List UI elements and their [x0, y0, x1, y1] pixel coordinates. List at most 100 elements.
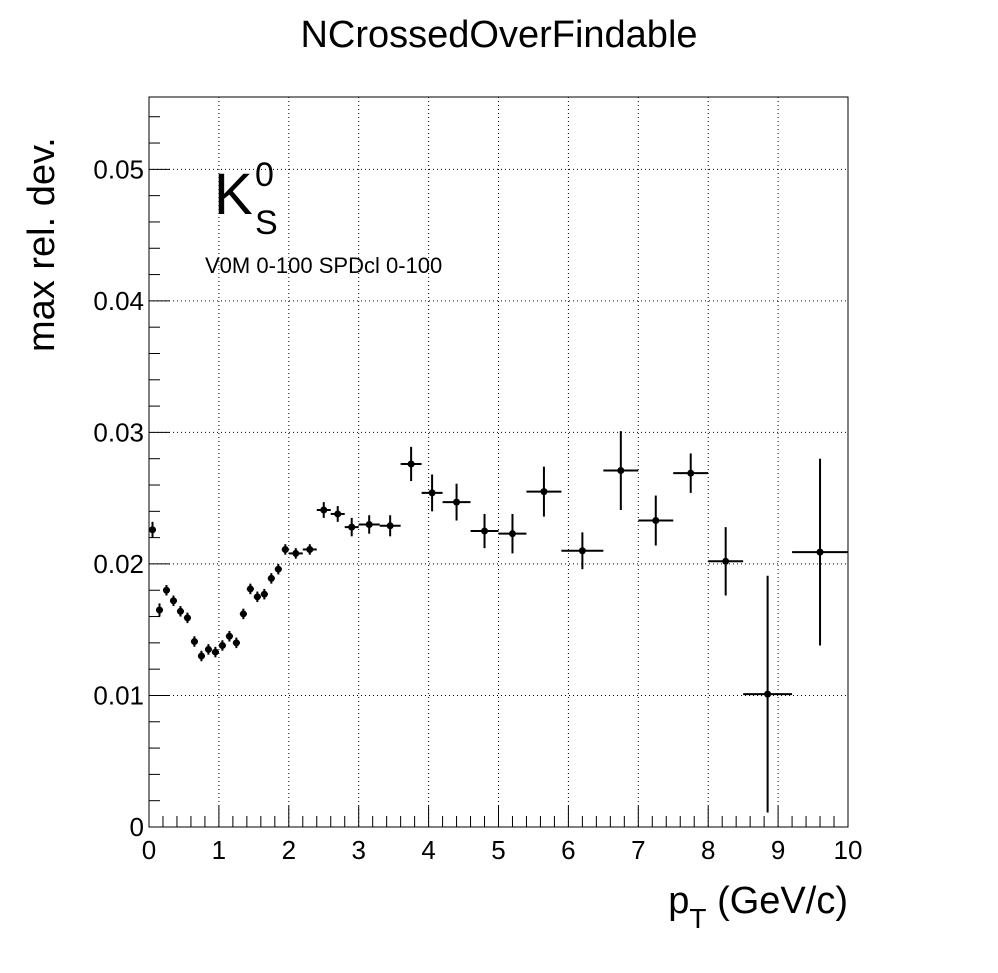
data-marker	[540, 488, 548, 496]
data-point	[358, 515, 380, 534]
y-tick-label: 0.02	[93, 549, 144, 579]
y-tick-label: 0.05	[93, 154, 144, 184]
data-marker	[320, 506, 328, 514]
data-marker	[239, 610, 247, 618]
annotation-particle: K	[214, 162, 253, 227]
data-point	[162, 584, 170, 596]
data-point	[260, 588, 268, 600]
data-point	[526, 466, 562, 517]
data-point	[638, 495, 674, 546]
data-marker	[386, 522, 394, 530]
x-axis-label-main: p	[668, 880, 689, 922]
data-marker	[162, 586, 170, 594]
data-point	[743, 575, 793, 813]
data-marker	[204, 645, 212, 653]
data-marker	[652, 517, 660, 525]
data-marker	[428, 489, 436, 497]
y-tick-label: 0.03	[93, 417, 144, 447]
data-point	[169, 595, 177, 607]
data-marker	[267, 574, 275, 582]
data-marker	[274, 565, 282, 573]
x-axis-label: pT (GeV/c)	[668, 880, 848, 934]
data-marker	[453, 498, 461, 506]
data-point	[232, 637, 240, 649]
data-marker	[218, 641, 226, 649]
data-marker	[334, 510, 342, 518]
data-point	[148, 521, 156, 538]
data-point	[274, 563, 282, 575]
data-marker	[722, 557, 730, 565]
data-marker	[260, 590, 268, 598]
x-tick-label: 7	[631, 835, 645, 865]
data-point	[603, 431, 639, 511]
y-tick-label: 0.01	[93, 680, 144, 710]
data-point	[792, 458, 848, 646]
x-tick-label: 8	[701, 835, 715, 865]
data-marker	[306, 545, 314, 553]
y-tick-labels: 0 0.01 0.02 0.03 0.04 0.05	[93, 154, 144, 842]
data-marker	[246, 585, 254, 593]
data-marker	[183, 614, 191, 622]
data-marker	[578, 547, 586, 555]
data-point	[183, 612, 191, 624]
data-point	[239, 608, 247, 620]
x-tick-label: 9	[771, 835, 785, 865]
data-marker	[211, 648, 219, 656]
data-marker	[348, 523, 356, 531]
x-tick-label: 3	[351, 835, 365, 865]
data-point	[470, 513, 499, 549]
data-point	[330, 506, 345, 522]
data-point	[379, 515, 401, 537]
data-point	[267, 573, 275, 584]
data-marker	[292, 549, 300, 557]
data-marker	[764, 690, 772, 698]
data-point	[344, 517, 359, 537]
data-point	[421, 474, 443, 512]
data-marker	[190, 638, 198, 646]
x-axis-label-sub: T	[689, 903, 706, 934]
data-marker	[225, 632, 233, 640]
data-point	[302, 544, 317, 555]
data-marker	[508, 530, 516, 538]
data-marker	[816, 548, 824, 556]
data-marker	[197, 652, 205, 660]
data-marker	[617, 467, 625, 475]
data-marker	[407, 460, 415, 468]
chart-title: NCrossedOverFindable	[300, 14, 697, 56]
data-point	[316, 502, 331, 518]
annotation-superscript: 0	[255, 156, 274, 194]
data-marker	[176, 607, 184, 615]
data-marker	[253, 593, 261, 601]
data-point	[197, 650, 205, 662]
x-tick-labels: 0 1 2 3 4 5 6 7 8 9 10	[142, 835, 863, 865]
data-point	[190, 636, 198, 647]
x-tick-label: 5	[491, 835, 505, 865]
data-point	[400, 446, 422, 482]
data-marker	[232, 639, 240, 647]
x-tick-label: 1	[212, 835, 226, 865]
data-point	[225, 631, 233, 642]
data-point	[673, 453, 709, 493]
x-tick-label: 6	[561, 835, 575, 865]
y-tick-label: 0	[130, 812, 144, 842]
data-point	[204, 644, 212, 655]
data-point	[155, 603, 163, 617]
data-point	[246, 583, 254, 595]
data-marker	[365, 520, 373, 528]
x-tick-label: 0	[142, 835, 156, 865]
x-tick-label: 2	[282, 835, 296, 865]
annotation-selection: V0M 0-100 SPDcl 0-100	[205, 253, 442, 278]
x-tick-label: 10	[834, 835, 863, 865]
data-point	[211, 646, 219, 658]
x-axis-label-unit: (GeV/c)	[707, 880, 848, 922]
data-marker	[481, 527, 489, 535]
data-marker	[148, 526, 156, 534]
data-point	[176, 606, 184, 617]
y-axis-label: max rel. dev.	[21, 137, 63, 352]
x-tick-label: 4	[421, 835, 435, 865]
data-point	[498, 513, 527, 554]
data-point	[288, 548, 303, 559]
y-tick-label: 0.04	[93, 286, 144, 316]
data-points	[148, 431, 848, 813]
